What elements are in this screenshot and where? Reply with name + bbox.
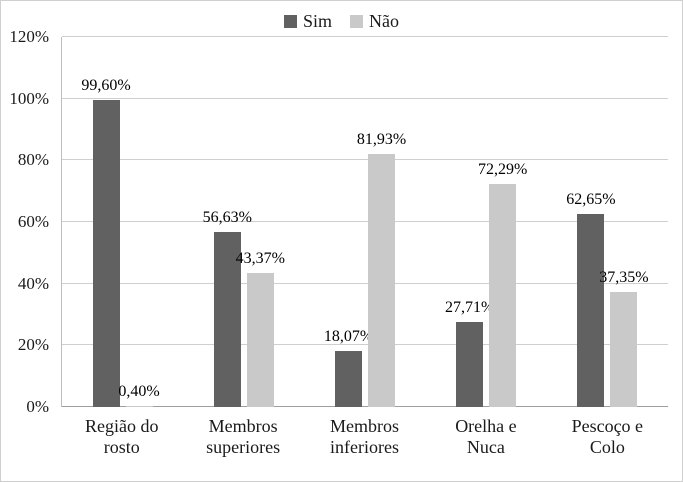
bar-data-label: 18,07% — [323, 328, 374, 346]
gridline — [62, 221, 668, 222]
legend: Sim Não — [1, 9, 682, 33]
bar-sim: 18,07% — [324, 328, 373, 407]
bar-nao: 37,35% — [599, 269, 649, 407]
y-tick-label: 120% — [9, 27, 49, 46]
plot-area: 99,60% 0,40% 56,63% 43,37% 18,07% 81,93% 27,71… — [61, 36, 668, 407]
bar-data-label: 43,37% — [235, 250, 285, 268]
bar-sim: 56,63% — [203, 209, 252, 407]
bar-group: 62,65% 37,35% — [547, 37, 668, 407]
x-category-label: Membros superiores — [206, 416, 281, 458]
x-axis: Região do rosto Membros superiores Membros in… — [61, 407, 668, 481]
y-tick-label: 60% — [17, 212, 49, 231]
y-tick-label: 20% — [17, 335, 49, 355]
bar-data-label: 0,40% — [118, 382, 160, 400]
x-category-label: Pescoço e Colo — [571, 416, 644, 458]
gridline — [62, 282, 668, 284]
y-tick-label: 40% — [17, 273, 49, 293]
gridline — [62, 36, 668, 37]
gridline — [62, 344, 668, 346]
y-axis: 0% 20% 40% 60% 80% 100% 120% — [1, 27, 55, 416]
bar-data-label: 27,71% — [445, 298, 495, 316]
legend-item-sim: Sim — [283, 10, 332, 32]
bar-sim: 27,71% — [445, 299, 494, 407]
gridline — [62, 159, 668, 161]
bar-data-label: 72,29% — [478, 161, 528, 179]
bar-nao: 72,29% — [478, 161, 527, 407]
legend-swatch-sim — [283, 14, 297, 28]
bar-data-label: 37,35% — [599, 268, 649, 286]
bar-nao: 43,37% — [236, 250, 285, 407]
bar-data-label: 62,65% — [566, 190, 616, 208]
bar-group: 18,07% 81,93% — [304, 37, 425, 407]
bar-data-label: 81,93% — [356, 131, 407, 149]
bar-nao: 0,40% — [118, 383, 160, 407]
bar-group: 99,60% 0,40% — [62, 37, 183, 407]
y-tick-label: 0% — [26, 397, 49, 416]
bar-groups: 99,60% 0,40% 56,63% 43,37% 18,07% 81,93% 27,71… — [62, 37, 668, 407]
y-tick-label: 100% — [9, 88, 49, 108]
bar-nao: 81,93% — [357, 131, 406, 407]
x-category-label: Região do rosto — [84, 416, 159, 458]
x-category-label: Orelha e Nuca — [455, 416, 517, 458]
x-axis-line — [62, 406, 668, 407]
legend-item-nao: Não — [350, 11, 399, 32]
bar-group: 56,63% 43,37% — [183, 37, 304, 407]
bar-group: 27,71% 72,29% — [426, 37, 547, 407]
bar-sim: 99,60% — [81, 77, 131, 407]
legend-label-sim: Sim — [302, 10, 332, 31]
legend-label-nao: Não — [369, 10, 399, 31]
y-tick-label: 80% — [17, 150, 49, 170]
gridlines — [62, 36, 668, 407]
bar-data-label: 99,60% — [81, 76, 131, 94]
x-category-label: Membros inferiores — [330, 416, 400, 458]
legend-swatch-nao — [350, 14, 363, 28]
gridline — [62, 97, 668, 99]
bar-data-label: 56,63% — [202, 209, 252, 227]
bar-sim: 62,65% — [566, 191, 616, 407]
